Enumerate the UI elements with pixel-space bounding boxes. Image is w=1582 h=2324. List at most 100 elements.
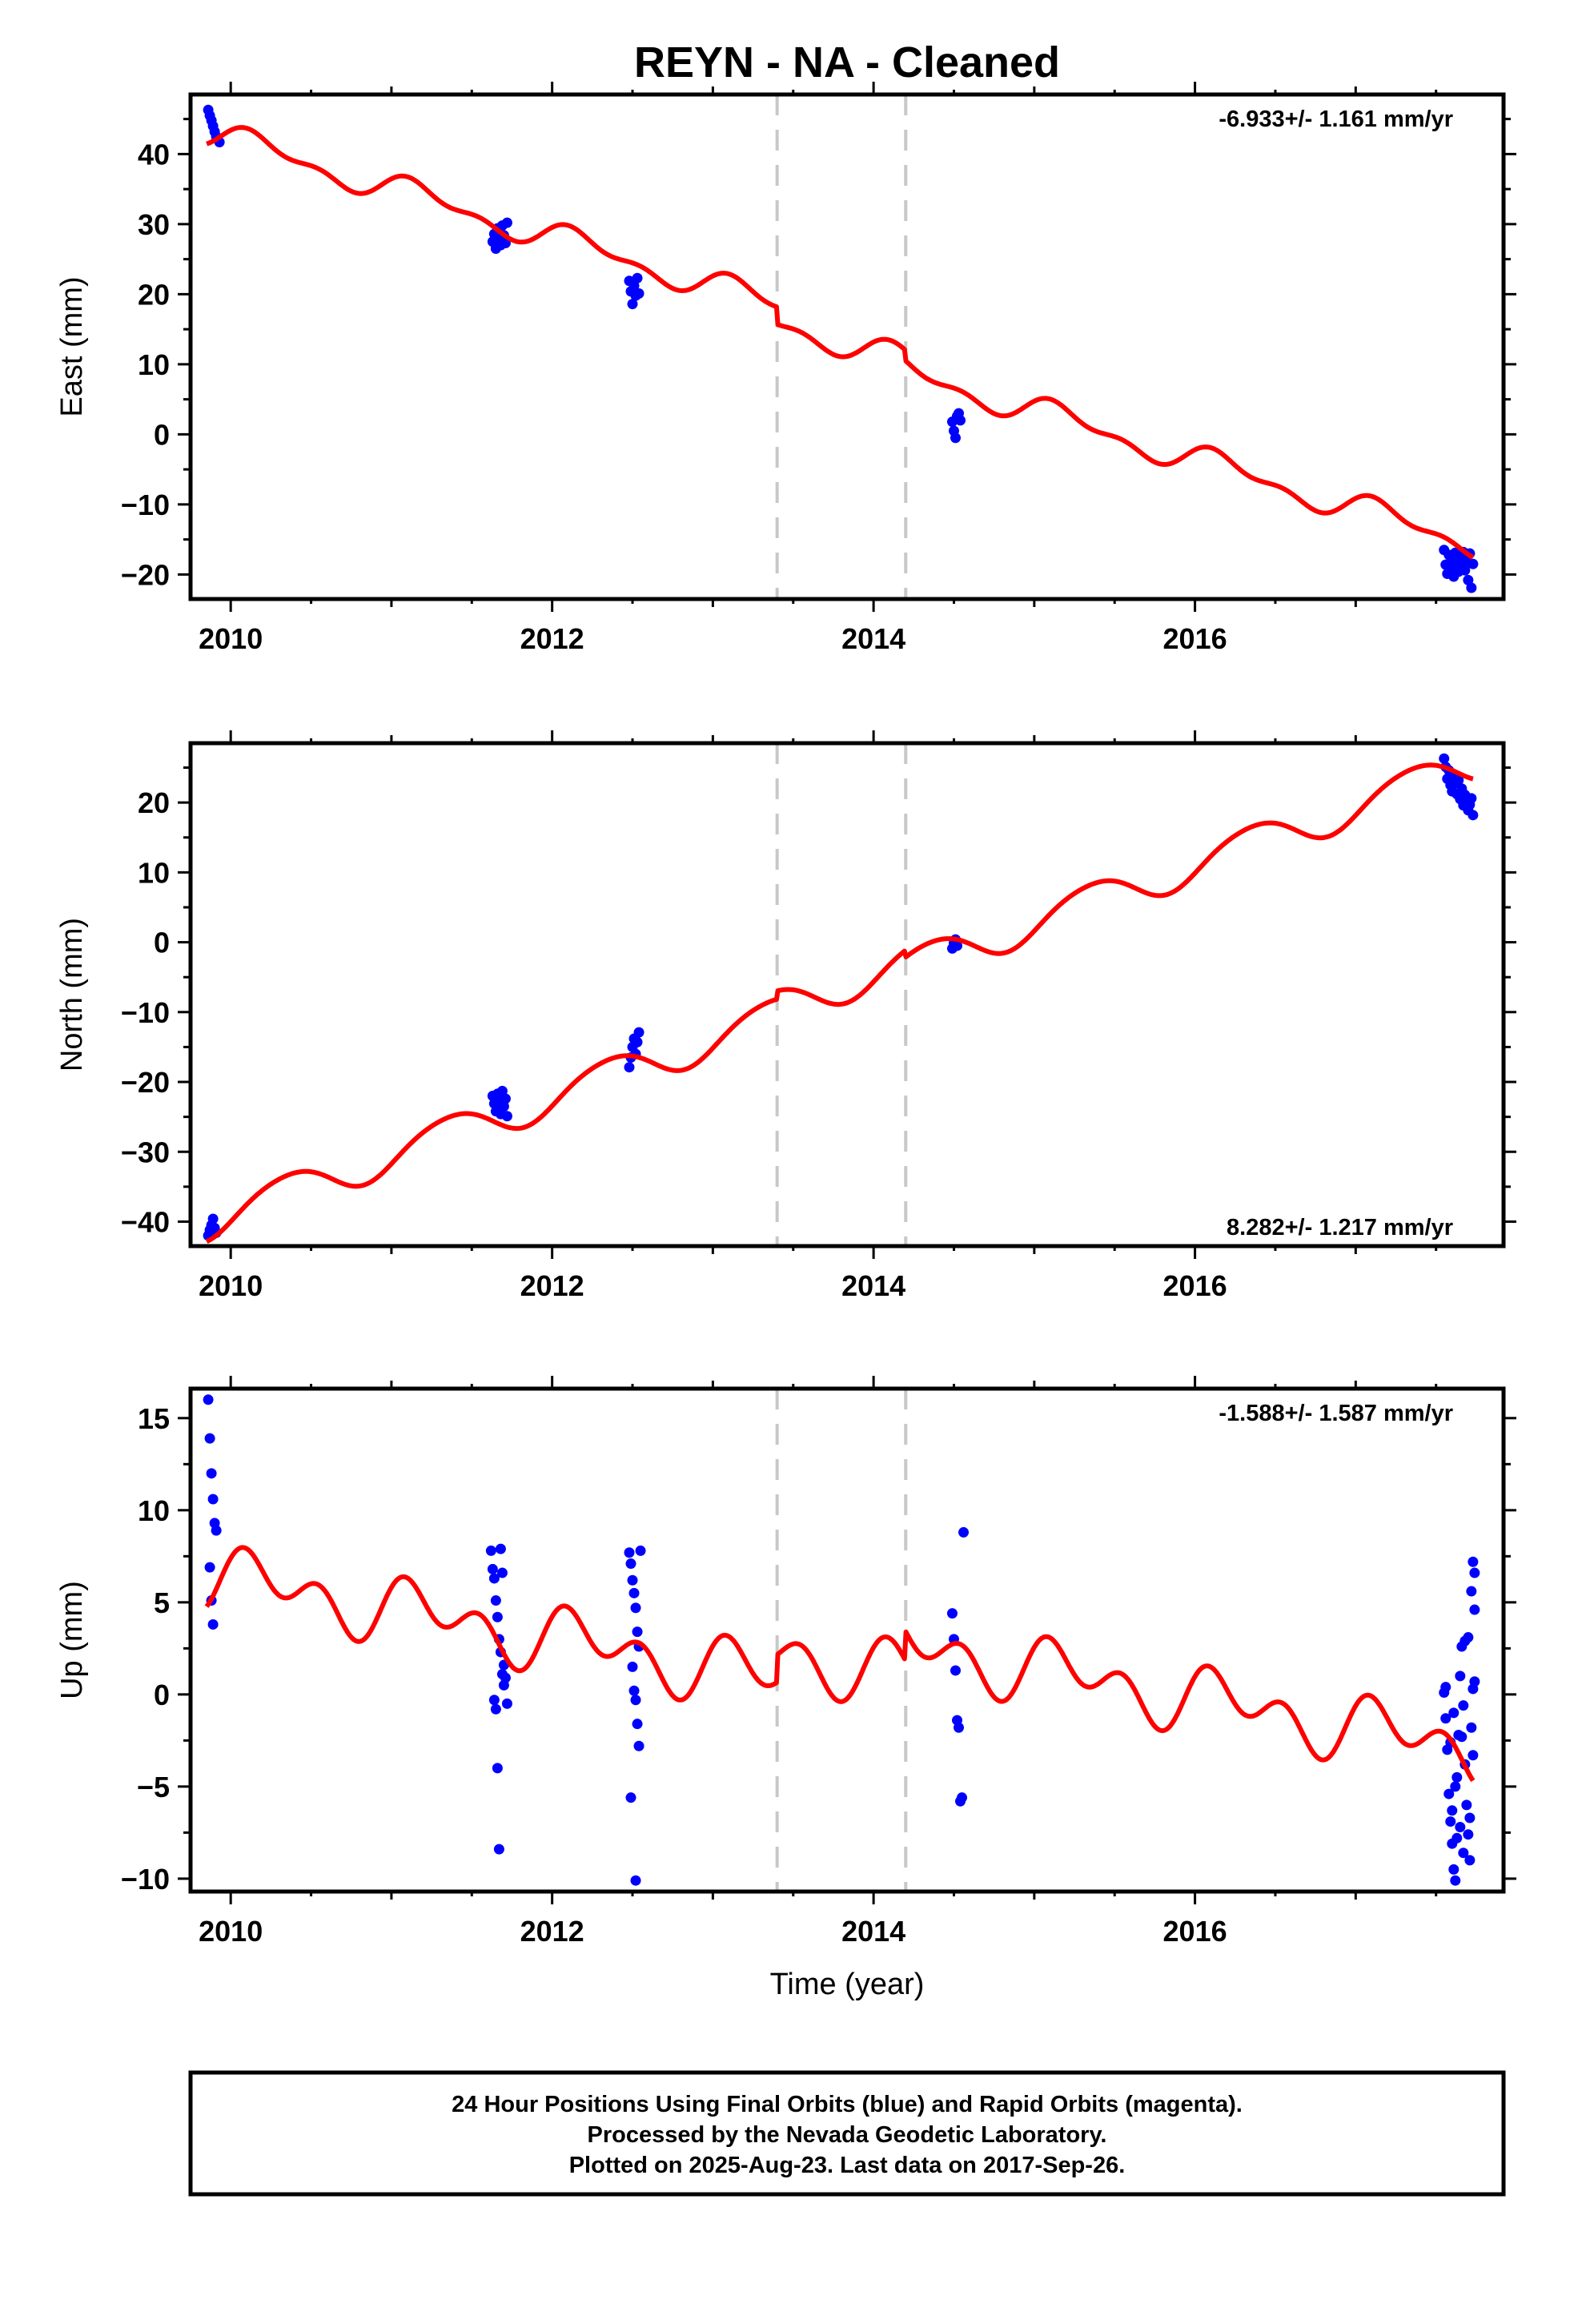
x-tick-label: 2016 — [1163, 1269, 1227, 1302]
data-point — [624, 1062, 635, 1073]
panel-north: 2010 2012 2014 2016 −40 −30 −20 −10 0 10 20 North (… — [55, 730, 1516, 1302]
y-axis-label: East (mm) — [55, 276, 89, 416]
x-tick-label: 2012 — [520, 1915, 584, 1948]
data-point — [625, 1792, 636, 1803]
y-tick-label: −5 — [137, 1771, 170, 1803]
footer-line-3: Plotted on 2025-Aug-23. Last data on 201… — [569, 2153, 1126, 2178]
y-tick-label: 0 — [154, 418, 170, 451]
data-point — [633, 1027, 644, 1038]
data-point — [632, 1719, 643, 1730]
velocity-label: 8.282+/- 1.217 mm/yr — [1227, 1215, 1453, 1240]
plot-area — [191, 94, 1504, 599]
y-tick-label: 20 — [138, 786, 170, 819]
y-tick-label: 10 — [138, 1494, 170, 1527]
y-tick-label: 0 — [154, 927, 170, 959]
panel-up: 2010 2012 2014 2016 −10 −5 0 5 10 15 Up (mm) -1.588… — [55, 1376, 1516, 1948]
x-tick-label: 2010 — [199, 622, 263, 655]
data-point — [1445, 1816, 1456, 1827]
y-tick-label: 0 — [154, 1679, 170, 1711]
data-point — [488, 1695, 500, 1706]
plot-area — [191, 1389, 1504, 1892]
data-point — [1456, 1731, 1468, 1743]
data-point — [952, 940, 963, 951]
plot-frame — [188, 92, 1506, 601]
x-tick-label: 2012 — [520, 622, 584, 655]
plot-frame — [188, 1386, 1506, 1894]
data-point — [492, 1763, 503, 1774]
x-tick-label: 2014 — [841, 1269, 905, 1302]
data-point — [1468, 1750, 1479, 1761]
data-point — [628, 1685, 640, 1696]
data-point — [493, 1844, 504, 1855]
velocity-label: -1.588+/- 1.587 mm/yr — [1219, 1401, 1453, 1426]
data-point — [1439, 753, 1450, 764]
data-point — [630, 1602, 641, 1614]
y-axis-label: North (mm) — [55, 918, 89, 1072]
footer-box: 24 Hour Positions Using Final Orbits (bl… — [188, 2070, 1506, 2197]
data-point — [207, 1494, 219, 1505]
y-tick-label: 5 — [154, 1586, 170, 1619]
y-tick-label: −10 — [121, 996, 170, 1029]
data-point — [1469, 1676, 1480, 1687]
y-tick-label: −20 — [121, 1066, 170, 1099]
data-point — [957, 1792, 968, 1803]
data-point — [627, 1574, 638, 1586]
data-point — [630, 1875, 641, 1886]
data-point — [490, 1595, 501, 1606]
y-tick-label: 15 — [138, 1402, 170, 1435]
data-point — [207, 1618, 219, 1630]
data-point — [1461, 1799, 1472, 1811]
data-point — [1466, 582, 1477, 593]
data-points — [203, 104, 1479, 593]
data-point — [1460, 565, 1471, 576]
data-point — [632, 1036, 643, 1047]
data-point — [1450, 1875, 1461, 1886]
data-point — [958, 1526, 970, 1538]
data-point — [488, 1573, 500, 1584]
y-tick-label: −30 — [121, 1136, 170, 1168]
data-point — [1448, 1707, 1460, 1719]
footer-frame — [188, 2070, 1506, 2197]
x-tick-label: 2010 — [199, 1915, 263, 1948]
data-point — [1458, 1700, 1469, 1711]
x-tick-label: 2010 — [199, 1269, 263, 1302]
footer-line-1: 24 Hour Positions Using Final Orbits (bl… — [452, 2092, 1243, 2117]
x-tick-label: 2016 — [1163, 1915, 1227, 1948]
data-point — [1468, 558, 1479, 569]
y-tick-label: 10 — [138, 856, 170, 889]
data-point — [203, 1394, 214, 1405]
data-point — [1463, 1829, 1474, 1840]
model-curve — [205, 125, 1475, 560]
data-point — [1466, 793, 1477, 804]
data-points — [203, 753, 1479, 1241]
data-point — [1447, 1805, 1458, 1816]
data-point — [1453, 774, 1464, 786]
y-tick-label: 40 — [138, 138, 170, 171]
data-point — [632, 1626, 643, 1638]
data-point — [625, 1558, 636, 1570]
data-point — [628, 1587, 640, 1598]
y-tick-label: 20 — [138, 278, 170, 311]
data-point — [1458, 1848, 1469, 1859]
data-point — [496, 1567, 508, 1578]
data-point — [1464, 1855, 1476, 1866]
data-point — [632, 272, 643, 283]
x-tick-label: 2014 — [841, 622, 905, 655]
data-point — [630, 1695, 641, 1706]
data-point — [501, 217, 512, 228]
data-point — [1468, 1556, 1479, 1567]
data-point — [1440, 1713, 1452, 1724]
data-point — [955, 415, 966, 426]
data-point — [204, 1433, 215, 1444]
velocity-label: -6.933+/- 1.161 mm/yr — [1219, 107, 1453, 132]
data-point — [1452, 1832, 1463, 1844]
data-point — [627, 299, 638, 310]
data-point — [624, 1547, 635, 1558]
data-point — [485, 1545, 496, 1556]
y-tick-label: −20 — [121, 558, 170, 591]
plot-frame — [188, 741, 1506, 1248]
data-point — [501, 1698, 512, 1709]
data-point — [1455, 1671, 1466, 1682]
data-point — [1443, 1788, 1455, 1799]
data-point — [487, 1563, 498, 1574]
